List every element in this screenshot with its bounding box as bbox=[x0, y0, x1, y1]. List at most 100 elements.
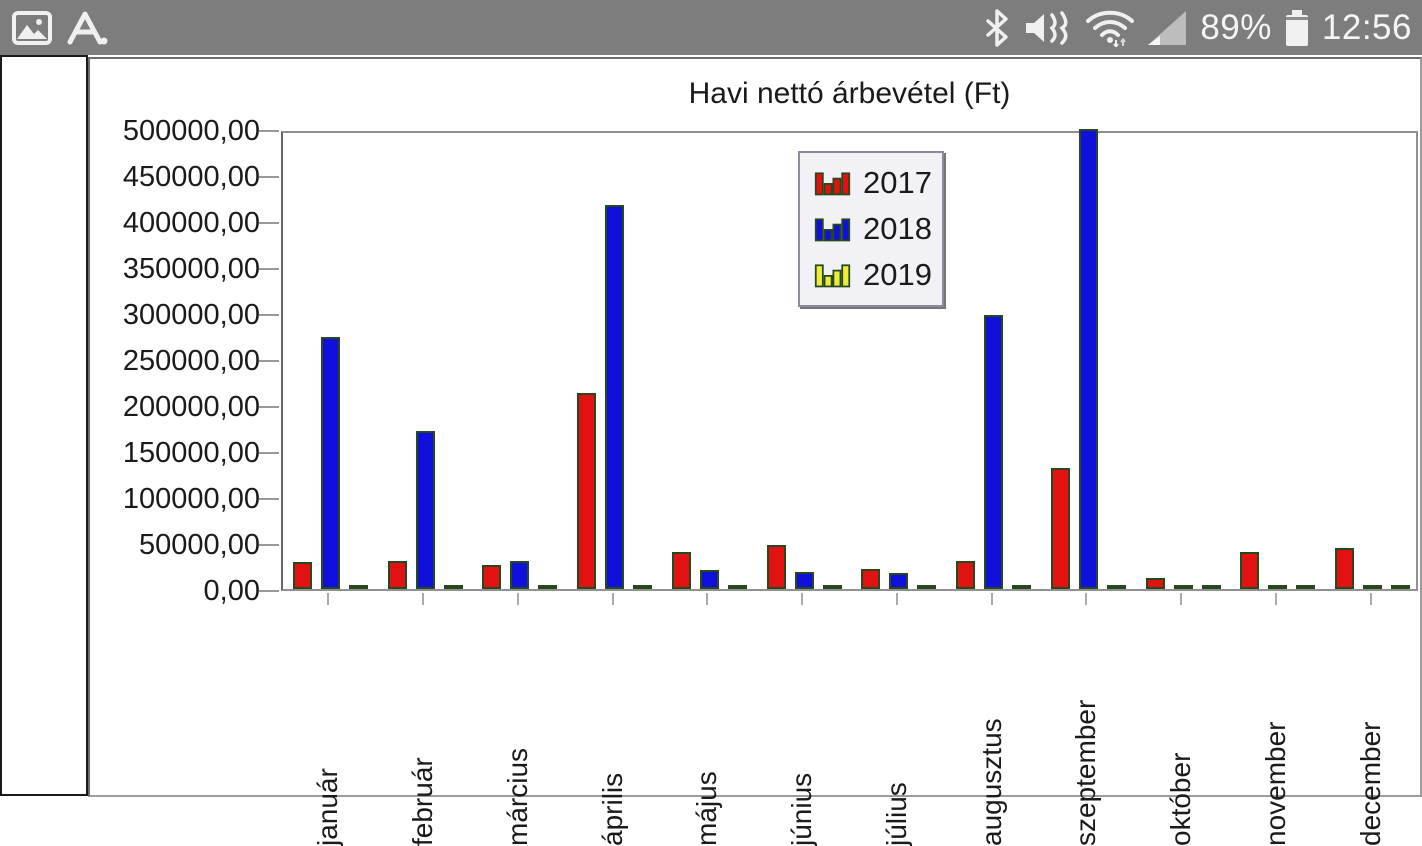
legend-row-2018: 2018 bbox=[814, 211, 932, 247]
legend-label: 2018 bbox=[863, 211, 932, 246]
bar-2019-augusztus bbox=[1012, 585, 1031, 589]
status-bar-system-icons: 89% 12:56 bbox=[984, 8, 1422, 48]
spreadsheet-left-column[interactable] bbox=[0, 55, 88, 796]
y-axis-label: 200000,00 bbox=[122, 391, 260, 423]
bar-2018-március bbox=[510, 561, 529, 589]
clock-text: 12:56 bbox=[1321, 7, 1412, 47]
bar-2017-május bbox=[672, 552, 691, 589]
bar-2017-november bbox=[1240, 552, 1259, 589]
x-axis-label-november: november bbox=[1259, 721, 1291, 846]
y-axis-label: 400000,00 bbox=[122, 207, 260, 239]
bar-2018-december bbox=[1363, 585, 1382, 589]
bar-2019-október bbox=[1202, 585, 1221, 589]
bar-2017-szeptember bbox=[1051, 468, 1070, 589]
bar-2018-január bbox=[321, 337, 340, 589]
y-axis-label: 250000,00 bbox=[122, 345, 260, 377]
x-axis-tick bbox=[990, 593, 993, 605]
x-axis-label-június: június bbox=[786, 772, 818, 846]
bar-2018-február bbox=[416, 431, 435, 589]
letter-a-icon bbox=[67, 11, 108, 44]
y-axis-tick bbox=[259, 222, 279, 224]
x-axis-tick bbox=[706, 593, 709, 605]
bar-2018-június bbox=[795, 572, 814, 589]
bar-2017-július bbox=[861, 569, 880, 589]
y-axis-tick bbox=[259, 544, 279, 546]
bar-2018-július bbox=[889, 573, 908, 589]
y-axis-tick bbox=[259, 268, 279, 270]
y-axis-label: 150000,00 bbox=[122, 437, 260, 469]
y-axis-tick bbox=[259, 314, 279, 316]
bar-2018-május bbox=[700, 570, 719, 589]
y-axis-tick bbox=[259, 452, 279, 454]
status-bar-notification-area bbox=[0, 10, 110, 46]
y-axis-tick bbox=[259, 498, 279, 500]
bar-2017-december bbox=[1335, 548, 1354, 589]
bar-2017-június bbox=[767, 545, 786, 589]
legend-label: 2017 bbox=[863, 165, 932, 200]
bar-2017-január bbox=[293, 562, 312, 589]
x-axis-label-december: december bbox=[1354, 721, 1386, 846]
legend-series-icon bbox=[814, 172, 851, 196]
bar-2018-október bbox=[1174, 585, 1193, 589]
bar-2019-december bbox=[1391, 585, 1410, 589]
y-axis-label: 450000,00 bbox=[122, 161, 260, 193]
x-axis-tick bbox=[1274, 593, 1277, 605]
wifi-icon bbox=[1086, 10, 1135, 47]
y-axis-label: 500000,00 bbox=[122, 115, 260, 147]
x-axis-tick bbox=[422, 593, 425, 605]
bar-2019-május bbox=[728, 585, 747, 589]
bar-2017-augusztus bbox=[956, 561, 975, 589]
legend-series-icon bbox=[814, 218, 851, 242]
bar-2019-november bbox=[1296, 585, 1315, 589]
signal-strength-icon bbox=[1148, 10, 1187, 45]
y-axis-tick bbox=[259, 590, 279, 592]
y-axis-tick bbox=[259, 360, 279, 362]
x-axis-tick bbox=[1085, 593, 1088, 605]
x-axis-label-május: május bbox=[691, 771, 723, 846]
legend-label: 2019 bbox=[863, 257, 932, 292]
bar-2019-június bbox=[823, 585, 842, 589]
legend-row-2019: 2019 bbox=[814, 257, 932, 293]
android-status-bar[interactable]: 89% 12:56 bbox=[0, 0, 1422, 55]
battery-icon bbox=[1285, 9, 1308, 46]
x-axis-tick bbox=[516, 593, 519, 605]
x-axis-tick bbox=[895, 593, 898, 605]
gallery-icon bbox=[12, 10, 52, 45]
chart-object[interactable]: Havi nettó árbevétel (Ft) 500000,00 45000… bbox=[88, 57, 1422, 846]
x-axis-tick bbox=[1180, 593, 1183, 605]
chart-legend: 2017 2018 2019 bbox=[798, 151, 944, 307]
bar-2018-november bbox=[1268, 585, 1287, 589]
bar-2017-március bbox=[482, 565, 501, 589]
bar-2019-február bbox=[444, 585, 463, 589]
x-axis-tick bbox=[611, 593, 614, 605]
bar-2019-április bbox=[633, 585, 652, 589]
bluetooth-icon bbox=[986, 8, 1009, 47]
x-axis-tick bbox=[1369, 593, 1372, 605]
x-axis-tick bbox=[801, 593, 804, 605]
bar-2018-augusztus bbox=[984, 315, 1003, 589]
legend-series-icon bbox=[814, 264, 851, 288]
bar-2019-szeptember bbox=[1107, 585, 1126, 589]
bar-2017-április bbox=[577, 393, 596, 589]
y-axis-label: 350000,00 bbox=[122, 253, 260, 285]
y-axis-tick bbox=[259, 130, 279, 132]
chart-title: Havi nettó árbevétel (Ft) bbox=[688, 77, 1011, 110]
x-axis-label-október: október bbox=[1165, 752, 1197, 846]
y-axis-tick bbox=[259, 406, 279, 408]
x-axis-tick bbox=[327, 593, 330, 605]
bar-2019-január bbox=[349, 585, 368, 589]
bar-2018-szeptember bbox=[1079, 129, 1098, 589]
bar-2019-július bbox=[917, 585, 936, 589]
x-axis-label-július: július bbox=[880, 782, 912, 846]
bar-2019-március bbox=[538, 585, 557, 589]
bar-2017-február bbox=[388, 561, 407, 589]
x-axis-label-szeptember: szeptember bbox=[1070, 699, 1102, 846]
y-axis-label: 50000,00 bbox=[139, 529, 260, 561]
legend-row-2017: 2017 bbox=[814, 165, 932, 201]
bar-2018-április bbox=[605, 205, 624, 589]
y-axis-label: 100000,00 bbox=[122, 483, 260, 515]
x-axis-label-augusztus: augusztus bbox=[975, 718, 1007, 846]
y-axis-tick bbox=[259, 176, 279, 178]
x-axis-label-március: március bbox=[501, 747, 533, 846]
x-axis-label-február: február bbox=[407, 757, 439, 846]
